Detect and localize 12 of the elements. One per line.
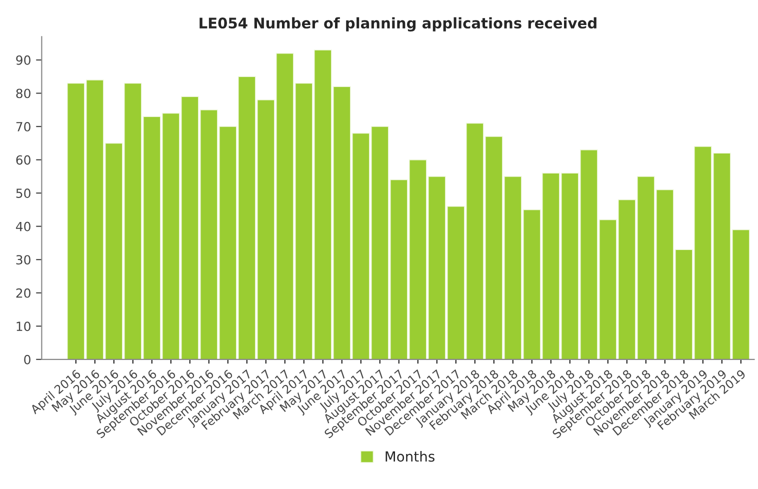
legend-label: Months (386, 450, 434, 462)
y-tick-label: 50 (16, 188, 30, 198)
y-tick-label: 70 (16, 122, 30, 132)
y-tick-label: 10 (16, 322, 30, 332)
y-tick-label: 80 (16, 88, 30, 98)
y-tick-label: 40 (16, 222, 30, 232)
y-tick-label: 30 (16, 255, 30, 265)
chart-title: LE054 Number of planning applications received (200, 17, 596, 32)
y-tick-label: 0 (24, 354, 30, 364)
y-tick-label: 60 (16, 155, 30, 165)
y-tick-label: 90 (16, 55, 30, 65)
y-tick-label: 20 (16, 288, 30, 298)
